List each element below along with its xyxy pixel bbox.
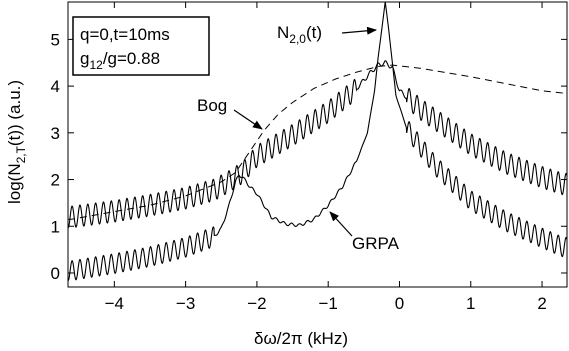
y-tick-label: 0 (51, 264, 60, 283)
series-line-0 (68, 60, 567, 229)
annotation-bog-arrow (233, 109, 263, 130)
x-tick-label: −4 (105, 294, 124, 313)
y-tick-label: 1 (51, 217, 60, 236)
series-line-1 (68, 2, 567, 281)
y-tick-label: 5 (51, 30, 60, 49)
annotation-grpa-label: GRPA (352, 234, 400, 253)
y-tick-label: 2 (51, 171, 60, 190)
x-axis-label: δω/2π (kHz) (254, 329, 348, 348)
annotation-grpa-arrow (329, 211, 353, 237)
x-tick-label: −2 (247, 294, 266, 313)
x-tick-label: 1 (466, 294, 475, 313)
ticks-layer: −4 −3 −2 −1 0 1 2 0 1 2 3 4 5 (51, 2, 567, 313)
annotation-bog-label: Bog (197, 96, 227, 115)
plot-frame (67, 1, 568, 288)
y-tick-label: 3 (51, 124, 60, 143)
series-layer (68, 2, 567, 281)
y-axis-label: log(N2,T(t)) (a.u.) (5, 80, 28, 204)
annotation-peak-arrow (341, 26, 377, 35)
legend-box (72, 16, 210, 76)
legend-line-2: g12/g=0.88 (80, 49, 160, 72)
series-line-bog-dashed (68, 64, 567, 220)
x-tick-label: −1 (318, 294, 337, 313)
x-tick-label: −3 (176, 294, 195, 313)
x-tick-label: 0 (395, 294, 404, 313)
y-tick-label: 4 (51, 77, 60, 96)
legend-line-1: q=0,t=10ms (80, 25, 170, 44)
annotation-peak-label: N2,0(t) (277, 23, 322, 46)
x-tick-label: 2 (537, 294, 546, 313)
